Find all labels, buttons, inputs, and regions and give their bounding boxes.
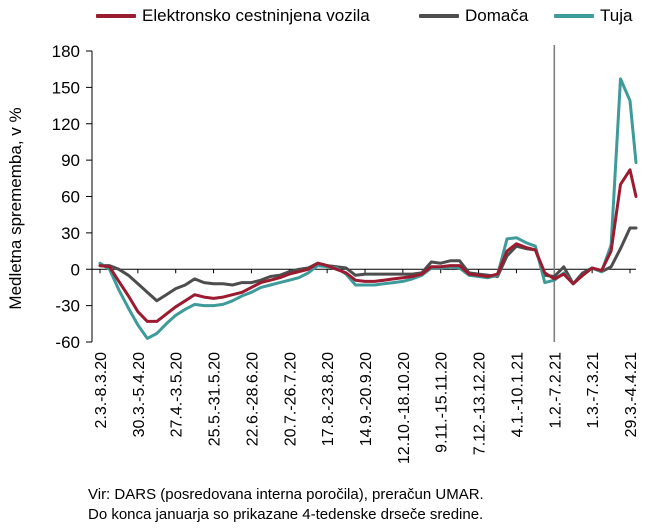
- x-tick-label: 17.8.-23.8.20: [320, 352, 337, 446]
- y-tick-label: 60: [61, 188, 80, 207]
- x-tick-label: 12.10.-18.10.20: [396, 352, 413, 464]
- x-tick-label: 27.4.-3.5.20: [169, 352, 186, 438]
- x-tick-label: 29.3.-4.4.21: [623, 352, 640, 438]
- legend-item-electronic: Elektronsko cestninjena vozila: [96, 6, 370, 26]
- y-tick-label: 90: [61, 151, 80, 170]
- legend-label-domestic: Domača: [465, 6, 529, 25]
- y-axis-label: Medletna sprememba, v %: [6, 107, 25, 309]
- series-line-tuja: [98, 77, 638, 340]
- y-tick-label: -30: [55, 297, 80, 316]
- y-tick-label: 180: [52, 42, 80, 61]
- x-axis: 2.3.-8.3.20 30.3.-5.4.20 27.4.-3.5.20 25.5.…: [92, 268, 640, 464]
- x-tick-label: 7.12.-13.12.20: [472, 352, 489, 455]
- y-tick-label: -60: [55, 333, 80, 352]
- legend-swatch-domestic: [419, 14, 459, 18]
- x-tick-label: 4.1.-10.1.21: [509, 352, 526, 438]
- x-tick-label: 1.2.-7.2.21: [547, 352, 564, 429]
- x-tick-label: 30.3.-5.4.20: [131, 352, 148, 438]
- x-tick-label: 2.3.-8.3.20: [93, 352, 110, 429]
- series-line-doma-a: [98, 226, 638, 303]
- x-tick-label: 20.7.-26.7.20: [282, 352, 299, 446]
- x-tick-label: 14.9.-20.9.20: [358, 352, 375, 446]
- source-line-2: Do konca januarja so prikazane 4-tedensk…: [88, 506, 484, 523]
- y-axis: -60 -30 0 30 60 90 120 150 180: [52, 42, 93, 352]
- y-axis-label-group: Medletna sprememba, v %: [6, 107, 25, 309]
- legend-item-foreign: Tuja: [554, 6, 632, 26]
- legend-item-domestic: Domača: [419, 6, 528, 26]
- series-lines: [98, 77, 638, 340]
- y-tick-label: 150: [52, 78, 80, 97]
- x-tick-label: 9.11.-15.11.20: [434, 352, 451, 453]
- x-tick-label: 25.5.-31.5.20: [207, 352, 224, 446]
- y-tick-label: 30: [61, 224, 80, 243]
- x-tick-label: 22.6.-28.6.20: [244, 352, 261, 446]
- legend-label-electronic: Elektronsko cestninjena vozila: [142, 6, 370, 25]
- source-note: Vir: DARS (posredovana interna poročila)…: [88, 485, 484, 525]
- legend-swatch-foreign: [554, 14, 594, 18]
- series-line-elektronsko-cestninjena-vozila: [98, 168, 638, 323]
- x-tick-label: 1.3.-7.3.21: [585, 352, 602, 429]
- legend: Elektronsko cestninjena vozila Domača Tu…: [0, 6, 651, 30]
- y-tick-label: 120: [52, 115, 80, 134]
- y-tick-label: 0: [71, 260, 80, 279]
- source-line-1: Vir: DARS (posredovana interna poročila)…: [88, 486, 484, 503]
- legend-swatch-electronic: [96, 14, 136, 18]
- legend-label-foreign: Tuja: [600, 6, 633, 25]
